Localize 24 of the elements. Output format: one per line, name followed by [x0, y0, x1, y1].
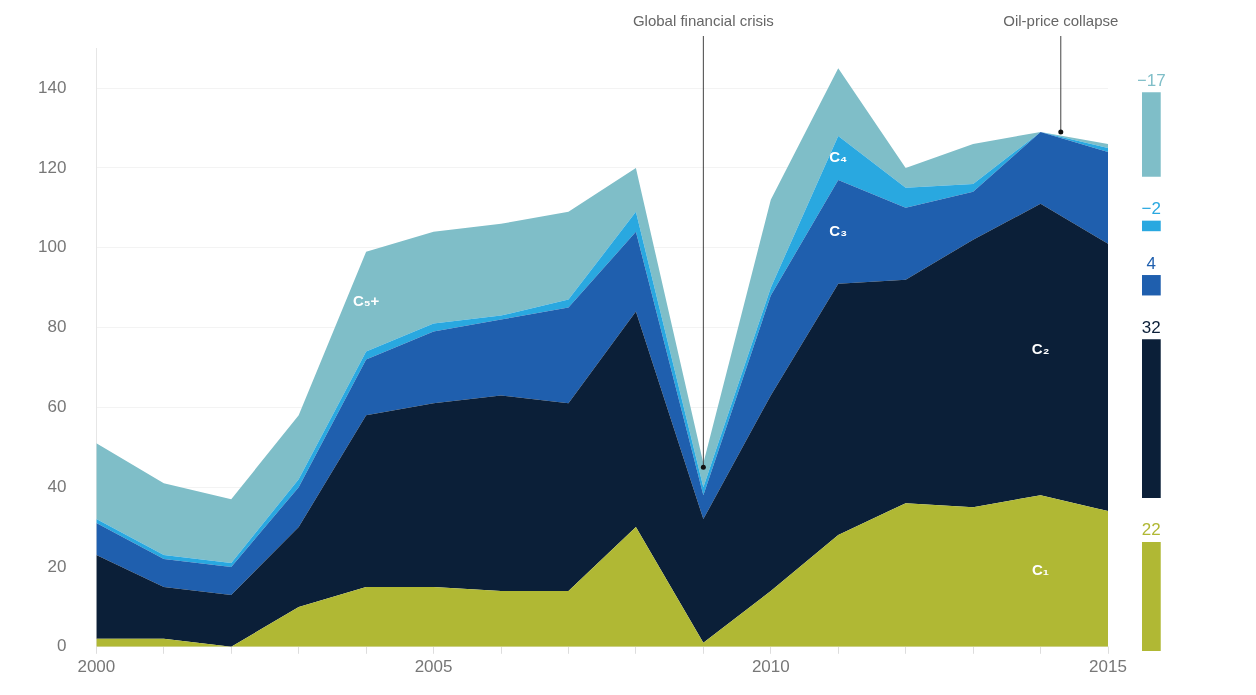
y-tick-label: 20 — [47, 556, 67, 576]
y-tick-label: 60 — [47, 397, 67, 417]
x-tick-label: 2005 — [414, 656, 453, 676]
series-label: C₁ — [1032, 561, 1050, 579]
series-label: C₅+ — [352, 291, 380, 309]
data-label: 4 — [1146, 253, 1156, 273]
x-tick-label: 2000 — [77, 656, 116, 676]
y-tick-label: 140 — [37, 77, 67, 97]
data-label: −17 — [1136, 70, 1166, 90]
series-label: C₃ — [829, 221, 848, 239]
y-tick-label: 80 — [47, 317, 67, 337]
annotation: Global financial crisis — [632, 12, 774, 30]
series-label: C₂ — [1031, 339, 1050, 357]
x-tick-label: 2015 — [1089, 656, 1127, 676]
y-tick-label: 0 — [56, 636, 67, 656]
annotation: Oil-price collapse — [1003, 12, 1119, 30]
data-label: −2 — [1141, 199, 1161, 219]
series-label: C₄ — [829, 148, 848, 166]
y-tick-label: 100 — [37, 237, 67, 257]
data-label: 22 — [1141, 520, 1161, 540]
y-tick-label: 40 — [47, 476, 67, 496]
y-tick-label: 120 — [37, 157, 67, 177]
x-tick-label: 2010 — [751, 656, 790, 676]
data-label: 32 — [1141, 317, 1161, 337]
